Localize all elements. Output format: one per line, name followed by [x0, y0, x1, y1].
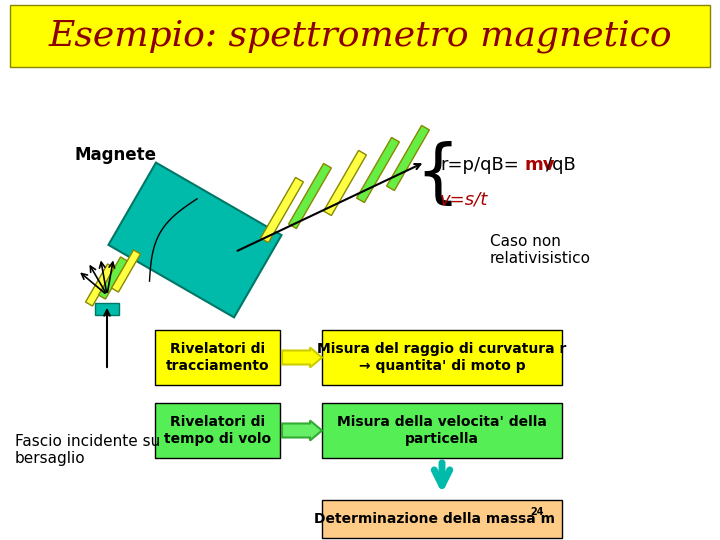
Polygon shape	[289, 164, 331, 228]
Text: Rivelatori di
tempo di volo: Rivelatori di tempo di volo	[164, 415, 271, 445]
Text: Fascio incidente su
bersaglio: Fascio incidente su bersaglio	[15, 434, 161, 466]
Bar	[95, 303, 119, 315]
Text: Esempio: spettrometro magnetico: Esempio: spettrometro magnetico	[48, 19, 672, 53]
Text: Caso non
relativisistico: Caso non relativisistico	[490, 234, 591, 266]
Text: Misura del raggio di curvatura r
→ quantita' di moto p: Misura del raggio di curvatura r → quant…	[318, 342, 567, 373]
Text: r=p/qB=: r=p/qB=	[440, 156, 518, 174]
Text: v=s/t: v=s/t	[440, 191, 488, 209]
Text: {: {	[415, 141, 459, 208]
Polygon shape	[387, 125, 429, 191]
Bar	[322, 330, 562, 385]
FancyArrow shape	[282, 421, 322, 441]
Bar	[10, 5, 710, 67]
Bar	[155, 330, 280, 385]
Text: Determinazione della massa m: Determinazione della massa m	[313, 512, 554, 526]
Bar	[322, 500, 562, 538]
Bar	[322, 403, 562, 458]
Polygon shape	[323, 151, 366, 215]
Text: mv: mv	[524, 156, 554, 174]
Polygon shape	[99, 257, 127, 299]
Polygon shape	[356, 138, 400, 202]
Text: Rivelatori di
tracciamento: Rivelatori di tracciamento	[166, 342, 269, 373]
Bar	[155, 403, 280, 458]
Text: 24: 24	[530, 507, 544, 517]
Polygon shape	[109, 163, 282, 318]
Polygon shape	[86, 264, 114, 306]
Polygon shape	[261, 178, 303, 242]
Text: Misura della velocita' della
particella: Misura della velocita' della particella	[337, 415, 547, 445]
Text: Magnete: Magnete	[75, 146, 157, 164]
Polygon shape	[112, 250, 140, 292]
Text: /qB: /qB	[546, 156, 576, 174]
FancyArrow shape	[282, 348, 322, 368]
